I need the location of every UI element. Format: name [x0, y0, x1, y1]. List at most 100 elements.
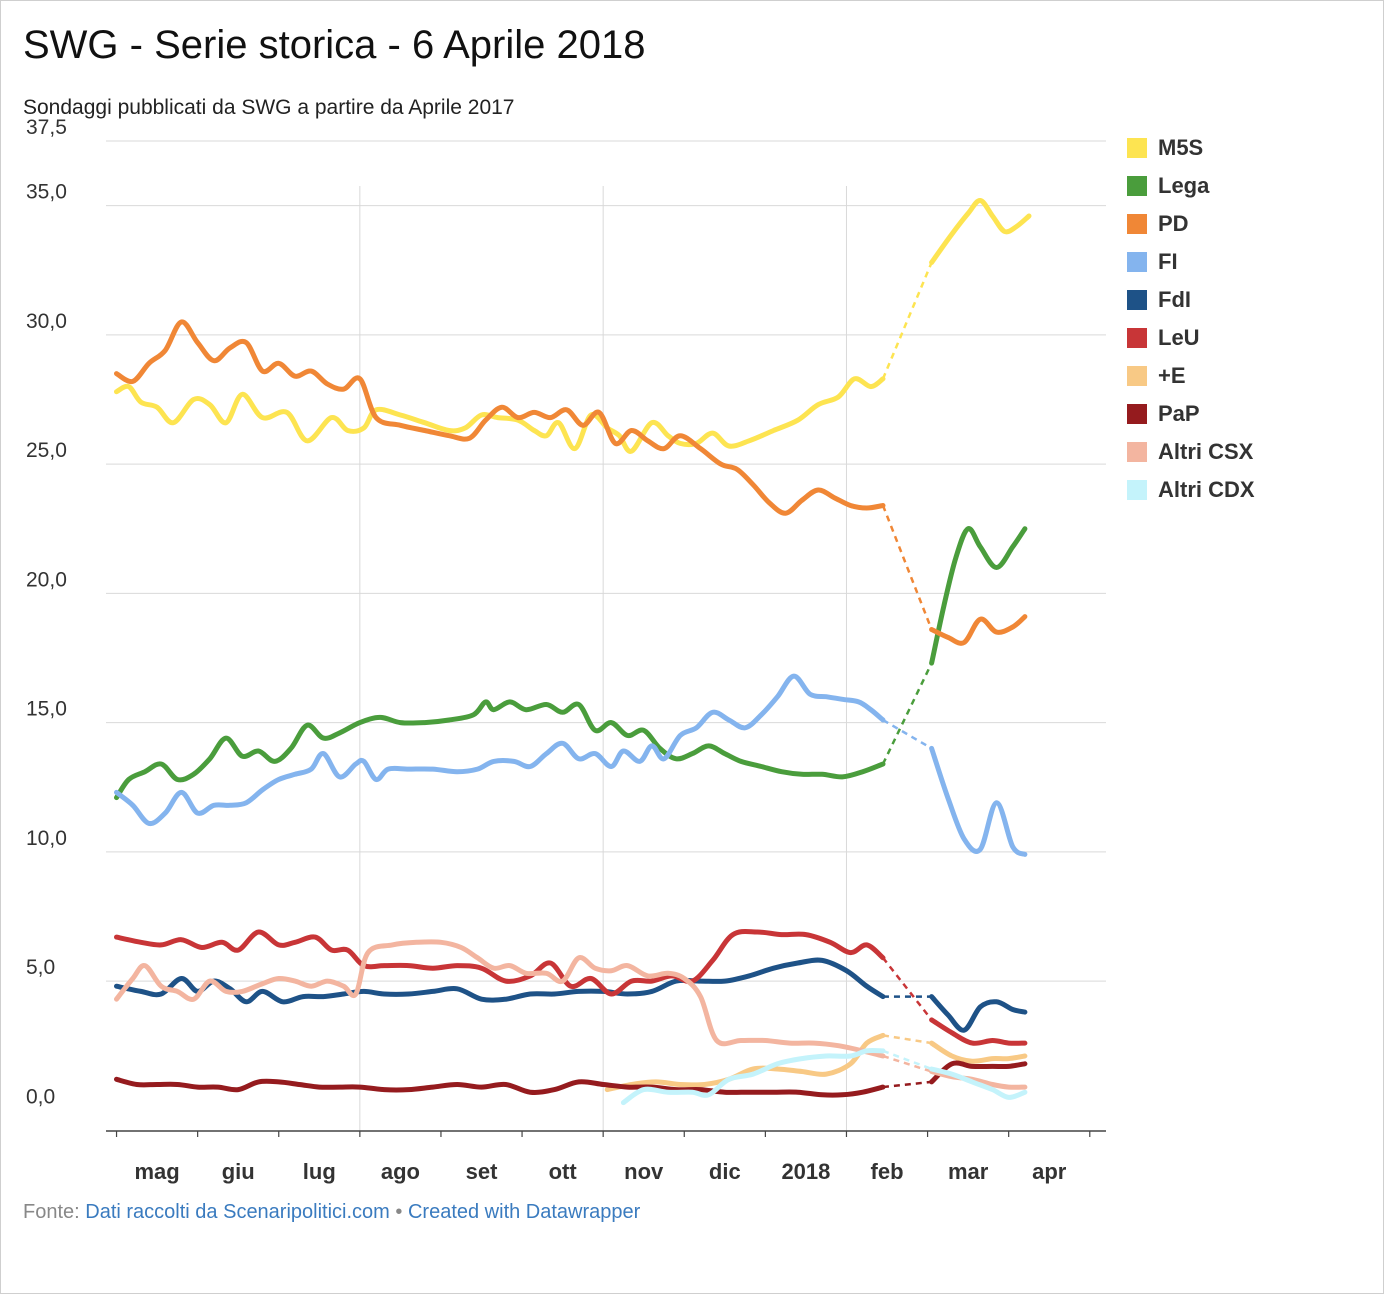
series-line-altri-csx: [929, 1069, 1028, 1090]
legend-item-fi: FI: [1127, 243, 1255, 281]
y-gridlines: [106, 140, 1106, 982]
x-tick-label: ago: [381, 1159, 420, 1184]
series-line-piu-e: [929, 1040, 1028, 1064]
series-line-altri-cdx: [929, 1066, 1028, 1100]
legend-swatch: [1127, 252, 1147, 272]
series-line-pd: [114, 319, 886, 516]
legend-swatch: [1127, 290, 1147, 310]
legend-label: PaP: [1158, 401, 1200, 426]
series-altri-csx: [114, 939, 1028, 1090]
legend-label: PD: [1158, 211, 1189, 236]
x-tick-label: giu: [222, 1159, 255, 1184]
series-gap-leu: [881, 957, 933, 1021]
series-gap-altri-csx: [882, 1054, 933, 1073]
legend-swatch: [1127, 214, 1147, 234]
series-fi: [114, 673, 1028, 857]
legend-label: Altri CSX: [1158, 439, 1254, 464]
series-m5s: [114, 198, 1032, 454]
series-line-m5s: [114, 376, 886, 454]
legend-swatch: [1127, 328, 1147, 348]
legend-swatch: [1127, 442, 1147, 462]
series-pd: [114, 319, 1028, 646]
x-tick-label: nov: [624, 1159, 664, 1184]
y-tick-label: 5,0: [26, 956, 55, 979]
series-line-m5s: [929, 198, 1032, 265]
series-altri-cdx: [620, 1048, 1028, 1106]
legend-label: FdI: [1158, 287, 1191, 312]
legend-item-pd: PD: [1127, 205, 1255, 243]
y-tick-label: 20,0: [26, 568, 67, 591]
series-fdi: [114, 957, 1028, 1033]
x-tick-label: 2018: [781, 1159, 830, 1184]
source-label: Fonte:: [23, 1201, 80, 1223]
footer-separator: •: [395, 1201, 403, 1223]
y-tick-label: 0,0: [26, 1085, 55, 1108]
y-tick-label: 25,0: [26, 439, 67, 462]
legend-label: M5S: [1158, 135, 1204, 160]
series-gap-pap: [882, 1080, 932, 1089]
legend-item-altri-cdx: Altri CDX: [1127, 471, 1255, 509]
datawrapper-link[interactable]: Created with Datawrapper: [407, 1201, 641, 1223]
legend-label: FI: [1158, 249, 1178, 274]
series-line-fi: [929, 745, 1028, 857]
legend-item-altri-csx: Altri CSX: [1127, 433, 1255, 471]
legend-label: Altri CDX: [1158, 477, 1255, 502]
legend-swatch: [1127, 404, 1147, 424]
series-piu-e: [604, 1032, 1028, 1093]
series-line-fdi: [929, 994, 1028, 1033]
series-gap-fi: [882, 718, 933, 750]
x-tick-labels: mag giu lug ago set ott nov dic 2018 feb mar apr: [134, 1159, 1066, 1184]
legend-item-leu: LeU: [1127, 319, 1255, 357]
footer: Fonte: Dati raccolti da Scenaripolitici.…: [23, 1201, 640, 1224]
x-tick-label: apr: [1032, 1159, 1067, 1184]
series-line-fdi: [114, 957, 886, 1005]
legend-label: +E: [1158, 363, 1186, 388]
series-line-pap: [114, 1076, 886, 1098]
x-tick-label: dic: [709, 1159, 741, 1184]
series-line-pd: [929, 614, 1028, 646]
chart-subtitle: Sondaggi pubblicati da SWG a partire da …: [23, 96, 515, 119]
series-lines: [114, 198, 1032, 1106]
y-tick-label: 37,5: [26, 116, 67, 139]
series-gap-altri-cdx: [882, 1049, 933, 1071]
legend: M5S Lega PD FI FdI LeU +E PaP Altri CSX Altri CDX: [1127, 129, 1255, 509]
x-tick-label: mag: [134, 1159, 179, 1184]
series-line-piu-e: [604, 1032, 886, 1093]
legend-item-piu-e: +E: [1127, 357, 1255, 395]
series-line-lega: [929, 526, 1028, 666]
x-tick-label: set: [466, 1159, 498, 1184]
y-tick-label: 35,0: [26, 181, 67, 204]
legend-swatch: [1127, 176, 1147, 196]
series-line-lega: [114, 699, 886, 801]
legend-item-m5s: M5S: [1127, 129, 1255, 167]
legend-item-lega: Lega: [1127, 167, 1255, 205]
x-axis: [106, 1130, 1106, 1137]
series-gap-m5s: [881, 262, 933, 380]
y-tick-labels: 0,0 5,0 10,0 15,0 20,0 25,0 30,0 35,0 37,5: [26, 116, 67, 1108]
series-line-altri-csx: [114, 939, 886, 1059]
series-line-fi: [114, 673, 886, 827]
series-leu: [114, 929, 1028, 1046]
y-tick-label: 10,0: [26, 827, 67, 850]
series-line-leu: [929, 1017, 1028, 1046]
x-tick-label: ott: [549, 1159, 578, 1184]
source-link[interactable]: Dati raccolti da Scenaripolitici.com: [85, 1201, 390, 1223]
x-tick-label: lug: [303, 1159, 336, 1184]
legend-label: LeU: [1158, 325, 1200, 350]
series-lega: [114, 526, 1028, 801]
legend-swatch: [1127, 138, 1147, 158]
series-pap: [114, 1060, 1028, 1098]
x-tick-label: feb: [871, 1159, 904, 1184]
series-line-pap: [929, 1060, 1028, 1085]
legend-label: Lega: [1158, 173, 1210, 198]
legend-swatch: [1127, 366, 1147, 386]
x-tick-label: mar: [948, 1159, 989, 1184]
series-gap-pd: [881, 505, 933, 630]
series-gap-lega: [881, 662, 933, 765]
series-line-altri-cdx: [620, 1048, 886, 1106]
y-tick-label: 15,0: [26, 698, 67, 721]
series-gap-piu-e: [882, 1034, 932, 1045]
chart-title: SWG - Serie storica - 6 Aprile 2018: [23, 23, 646, 67]
y-tick-label: 30,0: [26, 310, 67, 333]
